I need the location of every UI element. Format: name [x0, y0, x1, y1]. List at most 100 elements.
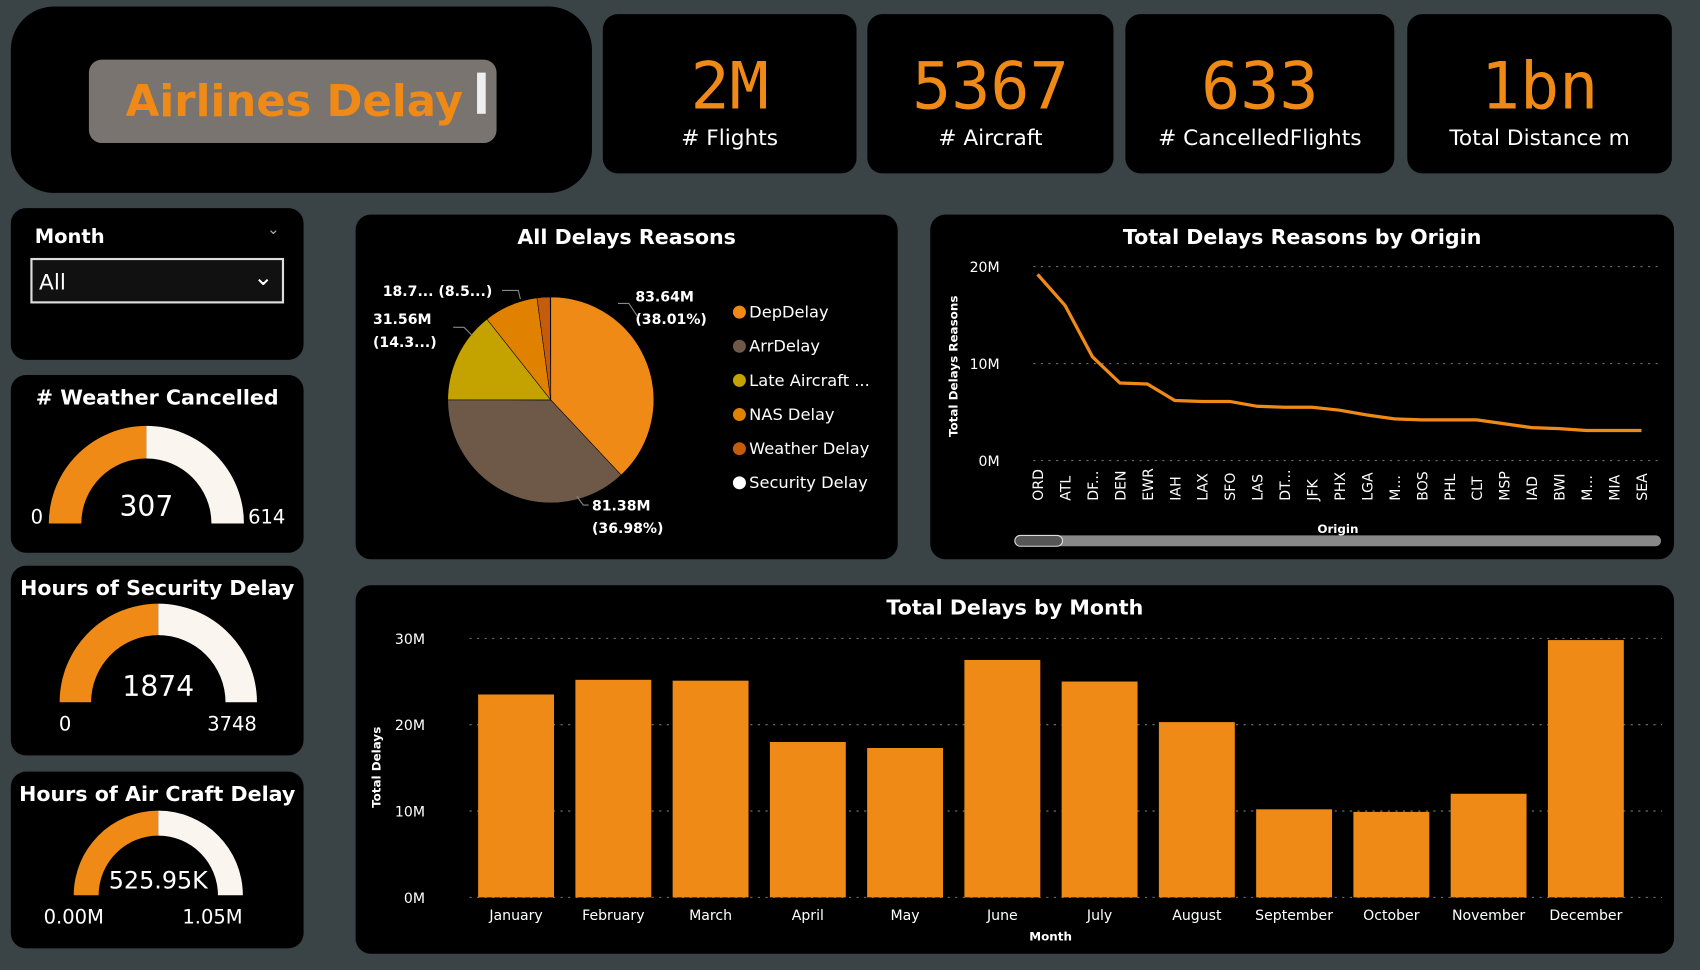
- legend-marker: [732, 476, 746, 490]
- y-tick-label: 30M: [395, 632, 425, 648]
- gauge-value: 1874: [122, 670, 194, 703]
- x-tick-label: June: [986, 908, 1018, 924]
- bar: [478, 694, 555, 898]
- gauge-aircraft-delay: Hours of Air Craft Delay 525.95K 0.00M 1.05…: [10, 771, 304, 949]
- gauge-min-label: 0.00M: [44, 905, 104, 928]
- pie-chart-panel: All Delays Reasons DepDelay ArrDelay Late A…: [355, 214, 898, 560]
- x-axis-title: Origin: [1317, 522, 1358, 536]
- gauge-max-label: 1.05M: [182, 905, 242, 928]
- bar: [672, 680, 749, 898]
- x-tick-label: SFO: [1223, 473, 1239, 501]
- legend-item: NAS Delay: [749, 405, 835, 424]
- kpi-total-distance: 1bn Total Distance m: [1407, 14, 1672, 174]
- kpi-label: # CancelledFlights: [1158, 124, 1362, 151]
- leader-line: [617, 302, 638, 317]
- x-tick-label: LGA: [1360, 472, 1376, 501]
- chart-svg: 307 0 614: [31, 425, 285, 528]
- pie-slice: [549, 296, 552, 400]
- y-axis-title: Total Delays: [370, 727, 384, 808]
- chart-title: All Delays Reasons: [517, 225, 736, 250]
- data-label: (14.3...): [373, 335, 437, 351]
- x-tick-label: January: [488, 908, 542, 924]
- gauge-fill: [48, 425, 147, 524]
- kpi-flights: 2M # Flights: [602, 14, 857, 174]
- gauge-weather-cancelled: # Weather Cancelled 307 0 614: [10, 374, 304, 553]
- chart-title: Total Delays by Month: [886, 596, 1144, 620]
- chevron-down-icon[interactable]: ⌄: [267, 221, 280, 239]
- bar: [1450, 793, 1527, 898]
- x-tick-label: EWR: [1141, 468, 1157, 501]
- x-tick-label: JFK: [1305, 478, 1321, 501]
- kpi-label: Total Distance m: [1449, 124, 1630, 151]
- leader-line: [453, 326, 474, 337]
- x-tick-label: September: [1255, 908, 1333, 924]
- x-tick-label: DT...: [1278, 470, 1294, 501]
- x-tick-label: M...: [1388, 475, 1404, 501]
- x-tick-label: CLT: [1470, 476, 1486, 501]
- y-tick-label: 20M: [395, 718, 425, 734]
- gauge-security-delay: Hours of Security Delay 1874 0 3748: [10, 565, 304, 756]
- bar: [575, 679, 652, 898]
- y-tick-label: 0M: [404, 891, 425, 907]
- x-axis-title: Month: [1029, 930, 1072, 944]
- kpi-aircraft: 5367 # Aircraft: [867, 14, 1114, 174]
- scrollbar-thumb[interactable]: [1014, 534, 1064, 547]
- x-tick-label: IAD: [1525, 476, 1541, 501]
- bar: [867, 748, 944, 898]
- x-tick-label: M...: [1580, 475, 1596, 501]
- cursor-bar: [477, 72, 486, 114]
- kpi-label: # Aircraft: [938, 124, 1043, 151]
- y-axis-title: Total Delays Reasons: [946, 296, 960, 437]
- gauge-max-label: 614: [248, 505, 285, 528]
- x-tick-label: February: [582, 908, 644, 924]
- chart-svg: 1874 0 3748: [59, 603, 257, 735]
- x-tick-label: ORD: [1031, 469, 1047, 501]
- bar: [1256, 809, 1333, 898]
- x-tick-label: DF...: [1086, 471, 1102, 501]
- bar: [1061, 681, 1138, 898]
- gauge-title: # Weather Cancelled: [35, 385, 279, 410]
- data-label: 81.38M: [592, 498, 651, 514]
- leader-line: [501, 289, 521, 300]
- x-tick-label: LAX: [1196, 473, 1212, 501]
- gauge-min-label: 0: [59, 712, 71, 735]
- x-tick-label: April: [792, 908, 824, 924]
- legend-marker: [732, 339, 746, 353]
- line-series: [1036, 273, 1642, 433]
- x-tick-label: November: [1452, 908, 1525, 924]
- chart-svg: 0M 10M 20M ORD ATL DF... DEN EWR IAH LAX SFO LAS DT.…: [946, 260, 1661, 547]
- pie-slice: [447, 318, 552, 401]
- legend-marker: [732, 373, 746, 387]
- gauge-fill: [59, 603, 159, 703]
- dashboard-title: Airlines Delay: [125, 76, 464, 127]
- horizontal-scrollbar[interactable]: [1014, 535, 1661, 547]
- data-label: 18.7... (8.5...): [383, 284, 493, 300]
- month-dropdown[interactable]: All ⌄: [30, 257, 285, 304]
- title-button[interactable]: Airlines Delay: [88, 59, 497, 144]
- kpi-value: 633: [1201, 48, 1319, 125]
- kpi-label: # Flights: [681, 124, 779, 151]
- y-tick-label: 0M: [979, 454, 1000, 470]
- legend-marker: [732, 305, 746, 319]
- gauge-fill: [73, 810, 159, 896]
- gauge-remaining: [158, 810, 243, 896]
- x-tick-label: MSP: [1498, 471, 1514, 501]
- pie-slice: [550, 296, 655, 476]
- x-tick-label: SEA: [1635, 473, 1651, 501]
- x-tick-label: July: [1086, 908, 1112, 924]
- legend-item: Security Delay: [749, 473, 868, 492]
- gauge-remaining: [158, 603, 257, 703]
- y-tick-label: 10M: [970, 357, 1000, 373]
- leader-line: [576, 496, 589, 506]
- bar: [1353, 811, 1430, 898]
- gauge-value: 525.95K: [109, 867, 209, 895]
- gauge-title: Hours of Air Craft Delay: [19, 782, 296, 807]
- x-tick-label: December: [1549, 908, 1622, 924]
- x-tick-label: LAS: [1251, 474, 1267, 501]
- legend-item: Weather Delay: [749, 439, 870, 458]
- x-tick-label: MIA: [1607, 474, 1623, 500]
- gauge-title: Hours of Security Delay: [20, 576, 295, 601]
- chart-svg: DepDelay ArrDelay Late Aircraft ... NAS Del…: [373, 284, 870, 537]
